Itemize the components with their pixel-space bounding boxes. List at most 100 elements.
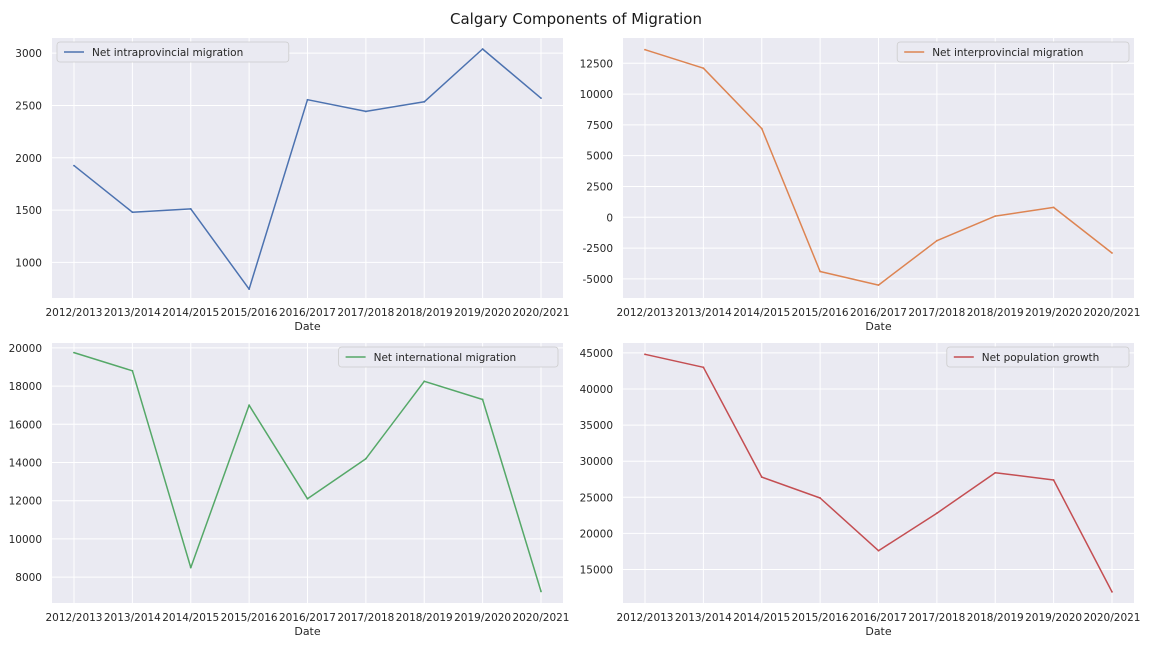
x-tick-label: 2016/2017 bbox=[850, 307, 907, 319]
x-tick-label: 2014/2015 bbox=[733, 612, 790, 624]
x-tick-label: 2015/2016 bbox=[221, 307, 278, 319]
legend-label: Net international migration bbox=[374, 352, 517, 364]
data-point bbox=[131, 211, 134, 214]
x-tick-label: 2014/2015 bbox=[733, 307, 790, 319]
x-axis-label: Date bbox=[865, 625, 892, 638]
legend: Net intraprovincial migration bbox=[56, 41, 290, 63]
y-tick-label: 3000 bbox=[15, 48, 42, 60]
data-point bbox=[73, 351, 75, 354]
x-tick-label: 2014/2015 bbox=[162, 612, 219, 624]
y-tick-label: 40000 bbox=[580, 384, 613, 396]
x-tick-label: 2020/2021 bbox=[513, 307, 570, 319]
data-point bbox=[189, 207, 192, 210]
data-point bbox=[1052, 479, 1055, 481]
x-tick-label: 2020/2021 bbox=[513, 612, 570, 624]
data-point bbox=[540, 97, 542, 100]
data-point bbox=[877, 284, 880, 286]
data-point bbox=[935, 512, 938, 515]
x-tick-label: 2016/2017 bbox=[279, 307, 336, 319]
data-point bbox=[644, 353, 646, 356]
y-tick-label: 16000 bbox=[9, 419, 42, 431]
x-tick-label: 2019/2020 bbox=[1025, 307, 1082, 319]
y-tick-label: 30000 bbox=[580, 456, 613, 468]
data-point bbox=[1052, 206, 1055, 209]
y-tick-label: 12500 bbox=[580, 58, 613, 70]
data-point bbox=[994, 215, 997, 217]
data-point bbox=[248, 288, 251, 291]
data-point bbox=[819, 497, 822, 499]
x-tick-label: 2012/2013 bbox=[46, 612, 103, 624]
x-axis-label: Date bbox=[294, 625, 321, 638]
x-tick-label: 2018/2019 bbox=[396, 307, 453, 319]
x-tick-label: 2017/2018 bbox=[337, 612, 394, 624]
y-tick-label: 45000 bbox=[580, 348, 613, 360]
y-tick-label: 25000 bbox=[580, 492, 613, 504]
data-point bbox=[935, 239, 938, 242]
legend-box bbox=[946, 346, 1130, 368]
data-point bbox=[994, 471, 997, 474]
data-point bbox=[702, 67, 705, 70]
data-point bbox=[364, 457, 367, 460]
y-tick-label: 35000 bbox=[580, 420, 613, 432]
legend-label: Net interprovincial migration bbox=[932, 47, 1083, 59]
data-point bbox=[540, 590, 542, 593]
x-tick-label: 2018/2019 bbox=[967, 307, 1024, 319]
legend: Net interprovincial migration bbox=[896, 41, 1130, 63]
x-tick-label: 2015/2016 bbox=[792, 307, 849, 319]
y-tick-label: 12000 bbox=[9, 496, 42, 508]
x-tick-label: 2019/2020 bbox=[454, 307, 511, 319]
x-tick-label: 2014/2015 bbox=[162, 307, 219, 319]
legend-label: Net intraprovincial migration bbox=[92, 47, 243, 59]
data-point bbox=[248, 404, 251, 407]
y-tick-label: 10000 bbox=[9, 534, 42, 546]
subplot-4: 2012/2013 2013/2014 2014/2015 2015/2016 2016… bbox=[580, 343, 1141, 638]
x-tick-label: 2012/2013 bbox=[617, 307, 674, 319]
y-tick-label: 20000 bbox=[580, 528, 613, 540]
legend-box bbox=[896, 41, 1130, 63]
x-tick-label: 2016/2017 bbox=[850, 612, 907, 624]
y-tick-label: 2500 bbox=[586, 181, 613, 193]
data-point bbox=[702, 366, 705, 369]
x-tick-label: 2020/2021 bbox=[1084, 307, 1141, 319]
data-point bbox=[1111, 590, 1113, 593]
x-tick-label: 2016/2017 bbox=[279, 612, 336, 624]
data-point bbox=[306, 98, 309, 101]
legend-box bbox=[338, 346, 559, 368]
y-tick-label: 1000 bbox=[15, 257, 42, 269]
data-point bbox=[819, 270, 822, 273]
y-tick-label: 2000 bbox=[15, 153, 42, 165]
legend-label: Net population growth bbox=[982, 352, 1100, 364]
data-point bbox=[189, 566, 192, 569]
y-tick-label: 1500 bbox=[15, 205, 42, 217]
y-tick-label: -5000 bbox=[582, 274, 613, 286]
y-tick-label: 8000 bbox=[15, 572, 42, 584]
y-tick-label: 5000 bbox=[586, 151, 613, 163]
x-tick-label: 2013/2014 bbox=[675, 307, 732, 319]
subplot-3: 2012/2013 2013/2014 2014/2015 2015/2016 2016… bbox=[9, 343, 570, 638]
x-tick-label: 2017/2018 bbox=[908, 307, 965, 319]
y-tick-label: 0 bbox=[606, 212, 613, 224]
data-point bbox=[1111, 252, 1113, 254]
legend: Net population growth bbox=[946, 346, 1130, 368]
x-tick-label: 2019/2020 bbox=[454, 612, 511, 624]
y-tick-label: 7500 bbox=[586, 120, 613, 132]
x-tick-label: 2017/2018 bbox=[337, 307, 394, 319]
x-tick-label: 2013/2014 bbox=[104, 307, 161, 319]
data-point bbox=[131, 369, 134, 372]
legend-box bbox=[56, 41, 290, 63]
y-tick-label: 18000 bbox=[9, 381, 42, 393]
x-tick-label: 2017/2018 bbox=[908, 612, 965, 624]
data-point bbox=[760, 476, 763, 478]
figure-title: Calgary Components of Migration bbox=[450, 10, 702, 28]
x-tick-label: 2012/2013 bbox=[617, 612, 674, 624]
data-point bbox=[73, 164, 75, 167]
x-tick-label: 2018/2019 bbox=[396, 612, 453, 624]
y-tick-label: 2500 bbox=[15, 100, 42, 112]
x-tick-label: 2018/2019 bbox=[967, 612, 1024, 624]
data-point bbox=[423, 100, 426, 103]
x-tick-label: 2015/2016 bbox=[792, 612, 849, 624]
data-point bbox=[877, 549, 880, 552]
data-point bbox=[481, 48, 484, 50]
x-tick-label: 2020/2021 bbox=[1084, 612, 1141, 624]
